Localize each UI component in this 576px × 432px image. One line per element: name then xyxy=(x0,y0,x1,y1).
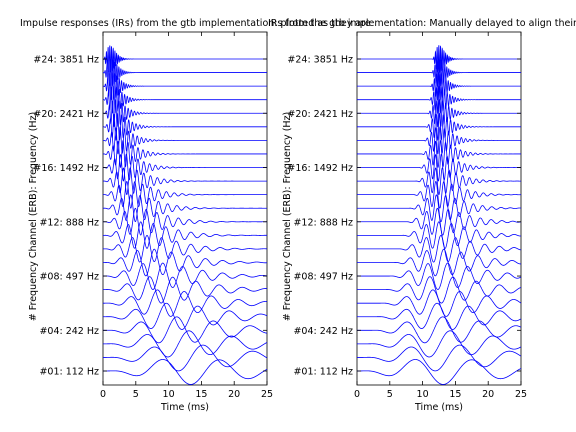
ir-trace-channel-14 xyxy=(357,181,521,209)
y-tick-label: #20: 2421 Hz xyxy=(33,109,99,120)
ir-trace-channel-2 xyxy=(357,344,521,372)
ir-trace-channel-18 xyxy=(357,126,521,155)
ir-trace-channel-21 xyxy=(357,85,521,114)
y-tick-label: #08: 497 Hz xyxy=(39,272,99,283)
ir-trace-channel-13 xyxy=(357,194,521,223)
y-tick-label: #24: 3851 Hz xyxy=(33,55,99,66)
ir-trace-channel-16 xyxy=(103,153,267,182)
y-tick-label: #24: 3851 Hz xyxy=(287,55,353,66)
ir-trace-channel-9 xyxy=(103,248,267,277)
ir-trace-channel-16 xyxy=(357,153,521,182)
ir-trace-channel-4 xyxy=(357,316,521,344)
x-tick-label: 15 xyxy=(449,389,461,400)
ir-trace-channel-22 xyxy=(103,71,267,101)
ir-trace-channel-12 xyxy=(103,207,267,236)
x-tick-label: 5 xyxy=(387,389,393,400)
right-chart-panel: 0 5 10 15 20 25 #01: 112 Hz #04: 242 Hz #08: 497… xyxy=(268,18,576,413)
ir-trace-channel-11 xyxy=(357,221,521,249)
left-chart-panel: 0 5 10 15 20 25 #01: 112 Hz #04: 242 Hz #08: 497… xyxy=(20,18,371,413)
x-tick-label: 15 xyxy=(195,389,207,400)
ir-trace-channel-10 xyxy=(103,235,267,263)
ir-trace-channel-24 xyxy=(357,45,521,74)
x-tick-label: 10 xyxy=(417,389,429,400)
ir-trace-channel-5 xyxy=(357,302,521,330)
y-tick-label: #12: 888 Hz xyxy=(293,217,353,228)
ir-trace-channel-23 xyxy=(103,58,267,88)
chart-title: IRs from the gtb implementation: Manuall… xyxy=(268,18,576,29)
ir-trace-channel-2 xyxy=(103,344,267,372)
x-tick-label: 20 xyxy=(228,389,240,400)
y-tick-label: #01: 112 Hz xyxy=(293,367,353,378)
x-axis-label: Time (ms) xyxy=(414,402,463,413)
y-tick-label: #12: 888 Hz xyxy=(39,217,99,228)
ir-trace-channel-7 xyxy=(103,276,267,304)
ir-trace-channel-21 xyxy=(103,85,267,114)
x-tick-label: 10 xyxy=(163,389,175,400)
ir-trace-channel-17 xyxy=(103,140,267,168)
ir-trace-channel-8 xyxy=(103,262,267,290)
ir-trace-channel-1 xyxy=(357,359,521,385)
y-axis-label: # Frequency Channel (ERB): Frequency (Hz… xyxy=(282,112,293,322)
y-tick-label: #01: 112 Hz xyxy=(39,367,99,378)
ir-trace-channel-19 xyxy=(103,112,267,141)
x-tick-label: 5 xyxy=(133,389,139,400)
y-tick-label: #04: 242 Hz xyxy=(39,326,99,337)
x-tick-label: 25 xyxy=(261,389,273,400)
ir-trace-channel-8 xyxy=(357,262,521,290)
y-tick-label: #04: 242 Hz xyxy=(293,326,353,337)
ir-trace-channel-3 xyxy=(103,330,267,358)
x-tick-label: 25 xyxy=(515,389,527,400)
ir-trace-channel-6 xyxy=(357,289,521,317)
ir-trace-channel-1 xyxy=(103,359,267,385)
ir-trace-channel-5 xyxy=(103,302,267,330)
y-axis-label: # Frequency Channel (ERB): Frequency (Hz… xyxy=(28,112,39,322)
ir-trace-channel-18 xyxy=(103,126,267,155)
ir-trace-channel-3 xyxy=(357,330,521,358)
x-tick-label: 0 xyxy=(100,389,106,400)
ir-trace-channel-24 xyxy=(103,45,267,73)
x-tick-label: 0 xyxy=(354,389,360,400)
ir-trace-channel-9 xyxy=(357,248,521,277)
ir-trace-channel-17 xyxy=(357,140,521,168)
x-tick-label: 20 xyxy=(482,389,494,400)
ir-trace-channel-20 xyxy=(357,99,521,127)
ir-trace-channel-14 xyxy=(103,181,267,209)
chart-title: Impulse responses (IRs) from the gtb imp… xyxy=(20,18,371,29)
ir-trace-channel-10 xyxy=(357,235,521,263)
y-tick-label: #20: 2421 Hz xyxy=(287,109,353,120)
ir-trace-channel-15 xyxy=(357,167,521,196)
ir-trace-channel-11 xyxy=(103,221,267,249)
y-tick-label: #16: 1492 Hz xyxy=(33,163,99,174)
ir-trace-channel-6 xyxy=(103,289,267,317)
ir-trace-channel-13 xyxy=(103,194,267,223)
x-axis-label: Time (ms) xyxy=(160,402,209,413)
y-tick-label: #16: 1492 Hz xyxy=(287,163,353,174)
ir-trace-channel-20 xyxy=(103,98,267,128)
y-tick-label: #08: 497 Hz xyxy=(293,272,353,283)
ir-trace-channel-19 xyxy=(357,112,521,141)
ir-trace-channel-7 xyxy=(357,276,521,304)
ir-trace-channel-22 xyxy=(357,72,521,101)
